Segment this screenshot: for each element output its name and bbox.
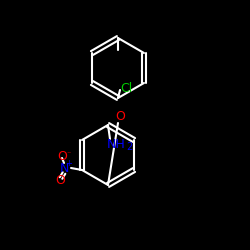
Text: O: O bbox=[57, 150, 67, 162]
Text: O: O bbox=[115, 110, 125, 122]
Text: ⁻: ⁻ bbox=[67, 150, 71, 158]
Text: +: + bbox=[66, 158, 72, 168]
Text: Cl: Cl bbox=[120, 82, 132, 94]
Text: O: O bbox=[55, 174, 65, 186]
Text: N: N bbox=[59, 162, 69, 174]
Text: NH: NH bbox=[106, 138, 126, 151]
Text: 2: 2 bbox=[126, 142, 132, 152]
